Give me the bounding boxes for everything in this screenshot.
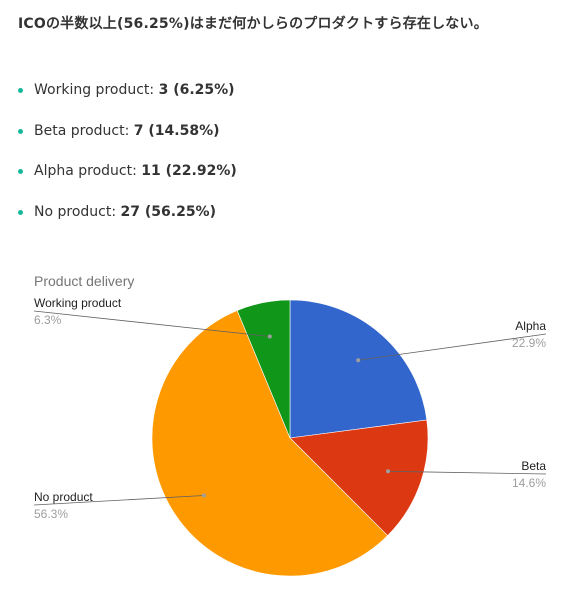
- slice-label: No product: [34, 490, 93, 504]
- stat-item-beta: Beta product: 7 (14.58%): [18, 121, 237, 141]
- stat-value: 11 (22.92%): [141, 163, 237, 179]
- slice-percent-label: 22.9%: [512, 336, 546, 350]
- callout-line: [358, 333, 547, 361]
- pie-slice-beta[interactable]: [289, 419, 429, 537]
- bullet-icon: [18, 209, 23, 215]
- stat-label: No product:: [34, 203, 117, 220]
- callout-dot: [386, 469, 390, 474]
- stat-label: Working product:: [34, 82, 155, 98]
- page-heading: ICOの半数以上(56.25%)はまだ何かしらのプロダクトすら存在しない。: [18, 16, 488, 32]
- pie-slice-no-product[interactable]: [151, 310, 389, 577]
- bullet-icon: [18, 169, 23, 174]
- callout-line: [33, 495, 204, 506]
- slice-percent-label: 6.3%: [34, 313, 62, 327]
- slice-percent-label: 14.6%: [512, 476, 546, 490]
- slice-label: Working product: [34, 296, 122, 310]
- bullet-icon: [18, 88, 23, 93]
- slice-percent-label: 56.3%: [34, 507, 68, 521]
- callout-dot: [267, 334, 272, 339]
- stat-item-alpha: Alpha product: 11 (22.92%): [18, 161, 237, 181]
- callout-line: [387, 470, 547, 475]
- stats-list: Working product: 3 (6.25%) Beta product:…: [18, 80, 237, 242]
- callout-dot: [356, 358, 361, 363]
- slice-label: Beta: [521, 459, 546, 473]
- callout-dot: [201, 493, 206, 498]
- stat-label: Beta product:: [34, 122, 130, 139]
- stat-value: 7 (14.58%): [133, 122, 220, 139]
- callout-line: [33, 310, 270, 337]
- pie-slice-alpha[interactable]: [289, 299, 428, 439]
- bullet-icon: [18, 128, 23, 134]
- slice-label: Alpha: [515, 319, 546, 333]
- chart-title: Product delivery: [34, 273, 134, 289]
- stat-label: Alpha product:: [34, 163, 137, 179]
- stat-value: 27 (56.25%): [120, 203, 216, 220]
- stat-item-working: Working product: 3 (6.25%): [18, 80, 237, 100]
- pie-chart-container: Product delivery Alpha 22.9% Beta 14.6% No p…: [16, 255, 564, 595]
- stat-item-no-product: No product: 27 (56.25%): [18, 202, 237, 222]
- pie-chart: Product delivery Alpha 22.9% Beta 14.6% No p…: [33, 273, 547, 577]
- stat-value: 3 (6.25%): [158, 82, 235, 98]
